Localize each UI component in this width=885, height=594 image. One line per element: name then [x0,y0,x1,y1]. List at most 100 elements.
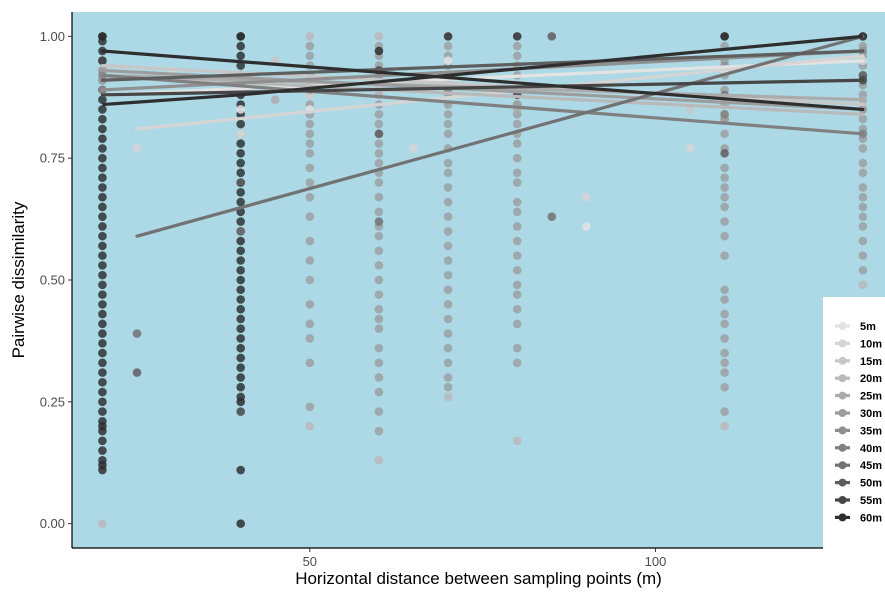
legend-label: 5m [860,321,876,333]
data-point [236,51,245,61]
legend-item-60m: 60m [835,512,882,524]
data-point [512,178,522,187]
data-point [443,382,453,392]
legend-label: 55m [860,495,882,507]
data-point [305,163,315,173]
x-tick-label: 100 [645,554,667,569]
data-point [98,163,107,173]
data-point [236,295,245,304]
data-point-10m [685,144,695,153]
data-point [236,139,245,148]
data-point [305,334,315,343]
data-point-60m [236,32,245,41]
data-point [374,343,384,353]
data-point [236,373,245,382]
data-point [720,202,729,212]
y-axis-title: Pairwise dissimilarity [9,201,28,358]
legend-key-point [838,356,847,365]
data-point [512,343,522,353]
data-point [305,300,315,309]
data-point [443,129,453,139]
data-point [98,339,107,348]
data-point-20m [305,421,315,431]
legend-item-45m: 45m [835,460,882,472]
data-point [374,246,384,256]
data-point [720,251,729,260]
data-point [512,153,522,163]
data-point [98,222,107,231]
legend-key-point [838,496,847,504]
data-point [720,407,729,416]
fit-line-30m [100,68,865,112]
data-point [720,382,729,392]
data-point [98,261,107,270]
legend-label: 45m [860,460,882,472]
data-point [305,192,315,202]
fit-line-extra [102,34,864,107]
legend-key-point [838,443,847,452]
data-point [512,139,522,148]
data-point-45m [547,212,557,221]
legend-item-10m: 10m [835,338,882,350]
data-point [236,334,245,343]
data-point-60m [236,519,245,528]
data-point [305,178,315,187]
legend-item-5m: 5m [835,321,876,333]
legend-key-point [838,478,847,487]
data-point [98,114,107,124]
data-point [98,241,107,251]
legend-key-point [838,513,847,522]
data-point [305,236,315,246]
data-point [236,149,245,158]
data-point-20m [443,392,453,402]
y-tick-label: 0.50 [40,273,65,288]
axes: 0.00 0.25 0.50 0.75 1.00 50 100 [40,12,885,569]
data-point [443,343,453,353]
data-point-60m [374,46,384,56]
data-point [443,285,453,295]
data-point [98,290,107,299]
data-point [98,368,107,377]
data-point-20m [858,280,868,290]
data-point [236,187,245,197]
data-point [374,231,384,241]
data-point [858,158,868,168]
data-point-60m [98,32,107,41]
data-point [305,275,315,285]
legend-item-15m: 15m [835,356,882,368]
data-point [236,119,245,129]
data-point [512,222,522,231]
data-point [374,407,384,416]
y-tick-label: 0.75 [40,151,65,166]
fit-line-45m [135,34,865,238]
data-point [98,358,107,368]
data-point [512,319,522,329]
legend-label: 15m [860,356,882,368]
data-point-25m [270,95,280,105]
data-point [236,285,245,295]
data-point [720,285,729,295]
data-point [720,348,729,358]
data-point [374,192,384,202]
data-point [443,270,453,280]
data-point [720,129,729,139]
data-point [512,304,522,314]
data-point [858,114,868,124]
legend-item-40m: 40m [835,443,882,455]
data-point [858,192,868,202]
fit-line-20m [100,73,865,116]
legend-box [823,297,885,569]
data-point-20m [305,32,315,41]
data-point [858,236,868,246]
legend-key-point [838,461,847,470]
data-point [720,309,729,319]
fit-line-35m [100,49,865,92]
legend-item-55m: 55m [835,495,882,507]
data-point [374,261,384,270]
data-point [236,314,245,324]
data-point [374,387,384,397]
data-point [443,183,453,192]
data-point-20m [374,32,384,41]
data-point-15m [685,105,695,114]
legend-label: 20m [860,373,882,385]
